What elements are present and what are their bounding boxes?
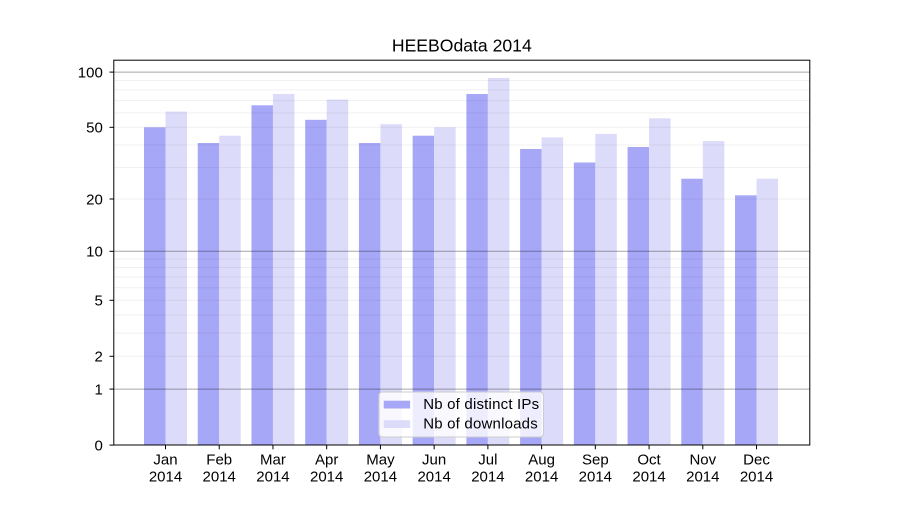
svg-text:2014: 2014 [364,468,397,485]
svg-text:2014: 2014 [149,468,182,485]
svg-text:Feb: Feb [206,452,232,469]
svg-text:2014: 2014 [525,468,558,485]
svg-text:50: 50 [86,120,103,137]
svg-text:2014: 2014 [256,468,289,485]
svg-text:5: 5 [94,293,102,310]
svg-text:10: 10 [86,244,103,261]
svg-text:2014: 2014 [579,468,612,485]
svg-text:Jul: Jul [478,452,497,469]
svg-text:Nb of distinct IPs: Nb of distinct IPs [423,396,539,413]
svg-text:May: May [366,452,395,469]
svg-text:2014: 2014 [686,468,719,485]
svg-text:0: 0 [94,437,102,454]
svg-text:Oct: Oct [637,452,661,469]
svg-text:Dec: Dec [743,452,770,469]
svg-text:Jun: Jun [422,452,446,469]
svg-text:Jan: Jan [153,452,177,469]
svg-text:Sep: Sep [582,452,609,469]
svg-text:2014: 2014 [203,468,236,485]
svg-text:2: 2 [94,349,102,366]
svg-text:Nb of downloads: Nb of downloads [423,416,538,433]
svg-text:2014: 2014 [471,468,504,485]
svg-text:2014: 2014 [417,468,450,485]
svg-text:2014: 2014 [310,468,343,485]
svg-text:20: 20 [86,191,103,208]
svg-text:Mar: Mar [260,452,286,469]
svg-text:Nov: Nov [689,452,716,469]
svg-text:Aug: Aug [528,452,555,469]
svg-text:Apr: Apr [315,452,338,469]
svg-text:2014: 2014 [740,468,773,485]
svg-text:HEEBOdata 2014: HEEBOdata 2014 [392,36,532,56]
svg-text:100: 100 [78,64,103,81]
svg-text:2014: 2014 [632,468,665,485]
svg-text:1: 1 [94,381,102,398]
